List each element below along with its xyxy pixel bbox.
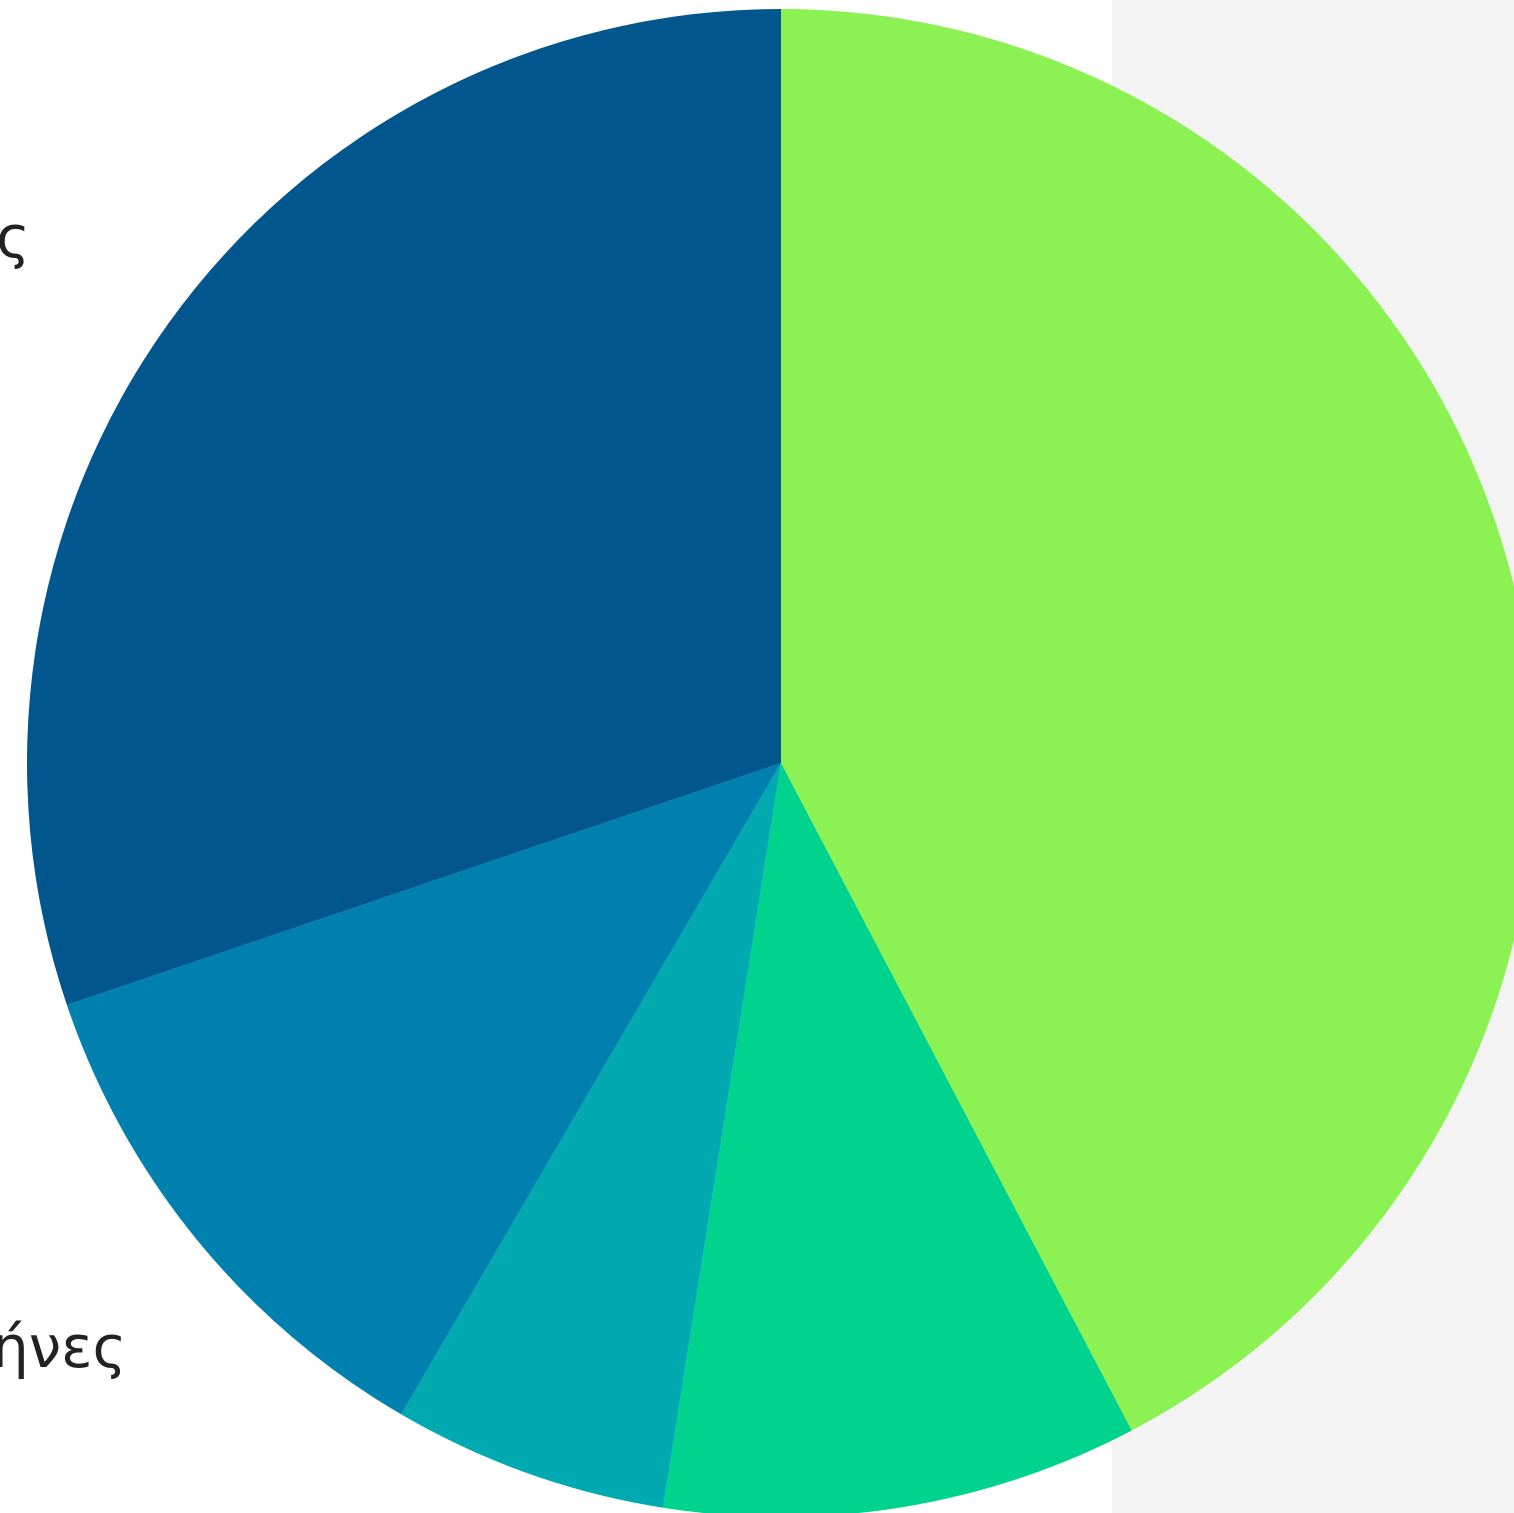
slice-lime xyxy=(781,9,1514,1431)
slice-green xyxy=(663,763,1132,1513)
slice-label-mid-blue: ήνες xyxy=(0,1313,127,1381)
slice-label-dark-blue: ς xyxy=(0,203,30,271)
slice-mid-blue xyxy=(66,763,781,1415)
pie-slices xyxy=(26,9,1514,1513)
pie-labels: ς ήνες xyxy=(0,203,127,1381)
slice-dark-blue xyxy=(26,9,781,1005)
slice-teal xyxy=(401,763,781,1508)
